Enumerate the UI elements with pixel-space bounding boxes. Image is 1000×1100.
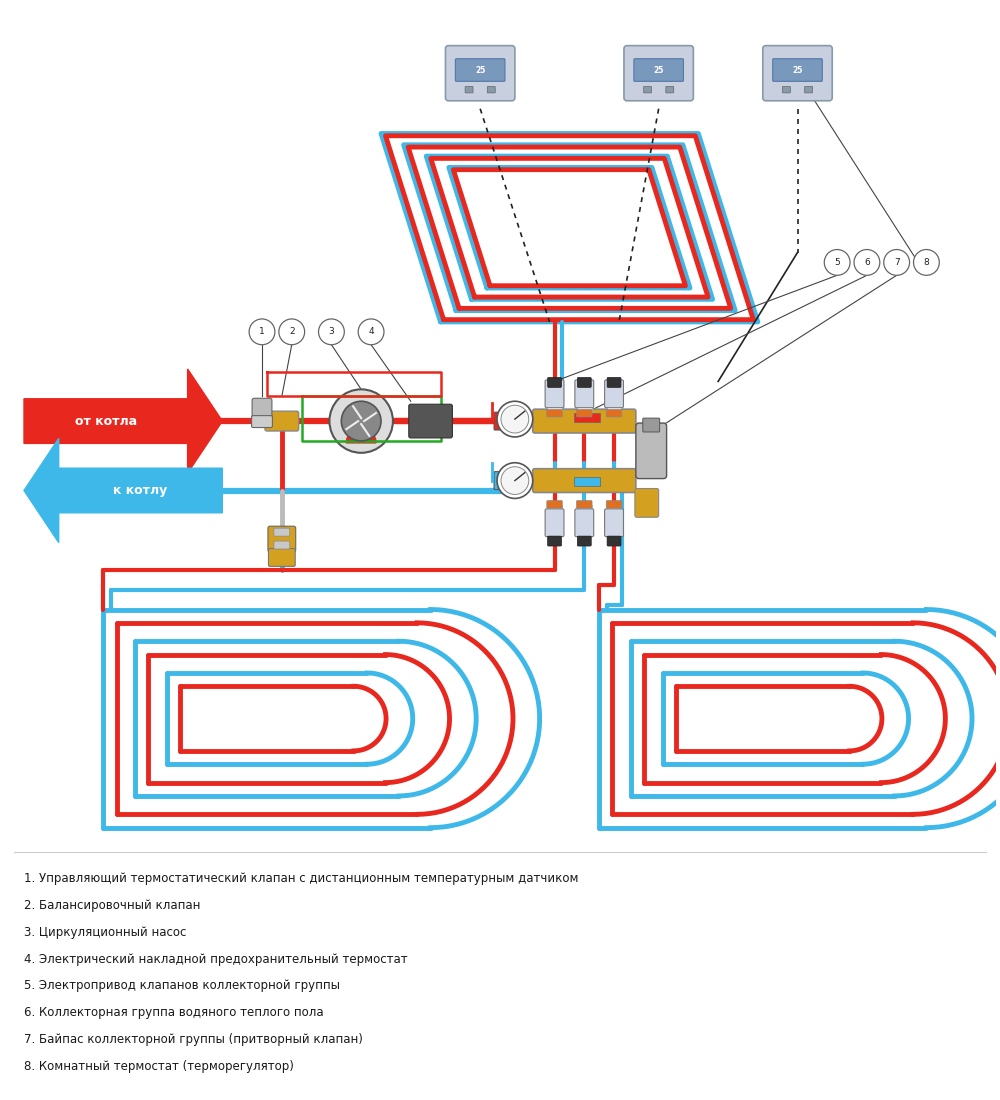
- FancyBboxPatch shape: [607, 536, 621, 546]
- Text: 7: 7: [894, 257, 900, 267]
- Circle shape: [497, 463, 533, 498]
- FancyBboxPatch shape: [252, 416, 272, 428]
- Circle shape: [854, 250, 880, 275]
- FancyBboxPatch shape: [643, 418, 660, 432]
- FancyBboxPatch shape: [624, 45, 693, 101]
- FancyBboxPatch shape: [274, 541, 290, 549]
- FancyBboxPatch shape: [634, 58, 683, 81]
- FancyBboxPatch shape: [533, 409, 636, 433]
- FancyBboxPatch shape: [533, 469, 636, 493]
- FancyBboxPatch shape: [545, 509, 564, 537]
- FancyBboxPatch shape: [607, 377, 621, 387]
- FancyBboxPatch shape: [577, 377, 591, 387]
- FancyBboxPatch shape: [607, 505, 621, 510]
- Text: 6: 6: [864, 257, 870, 267]
- Text: 8: 8: [924, 257, 929, 267]
- Polygon shape: [24, 439, 222, 542]
- Circle shape: [501, 466, 529, 495]
- Text: 4. Электрический накладной предохранительный термостат: 4. Электрический накладной предохранител…: [24, 953, 408, 966]
- Text: 5. Электропривод клапанов коллекторной группы: 5. Электропривод клапанов коллекторной г…: [24, 979, 340, 992]
- FancyBboxPatch shape: [606, 500, 622, 508]
- FancyBboxPatch shape: [644, 87, 652, 92]
- Text: 7. Байпас коллекторной группы (притворный клапан): 7. Байпас коллекторной группы (притворны…: [24, 1033, 363, 1046]
- FancyBboxPatch shape: [635, 488, 659, 517]
- FancyBboxPatch shape: [547, 505, 562, 510]
- Text: 6. Коллекторная группа водяного теплого пола: 6. Коллекторная группа водяного теплого …: [24, 1006, 324, 1020]
- FancyBboxPatch shape: [575, 379, 594, 408]
- FancyBboxPatch shape: [606, 409, 622, 417]
- FancyBboxPatch shape: [763, 45, 832, 101]
- Circle shape: [914, 250, 939, 275]
- Text: 25: 25: [653, 66, 664, 75]
- Circle shape: [329, 389, 393, 453]
- FancyBboxPatch shape: [577, 409, 592, 417]
- Polygon shape: [24, 368, 222, 473]
- FancyBboxPatch shape: [575, 509, 594, 537]
- Text: 4: 4: [368, 328, 374, 337]
- FancyBboxPatch shape: [577, 505, 592, 510]
- Circle shape: [501, 405, 529, 433]
- FancyBboxPatch shape: [268, 526, 296, 552]
- Text: к котлу: к котлу: [113, 484, 168, 497]
- Text: 25: 25: [475, 66, 485, 75]
- FancyBboxPatch shape: [574, 412, 600, 421]
- FancyBboxPatch shape: [545, 379, 564, 408]
- Circle shape: [279, 319, 305, 344]
- Circle shape: [497, 402, 533, 437]
- FancyBboxPatch shape: [487, 87, 495, 92]
- FancyBboxPatch shape: [445, 45, 515, 101]
- FancyBboxPatch shape: [782, 87, 790, 92]
- FancyBboxPatch shape: [577, 406, 592, 411]
- FancyBboxPatch shape: [805, 87, 813, 92]
- FancyBboxPatch shape: [409, 404, 452, 438]
- Circle shape: [341, 402, 381, 441]
- FancyBboxPatch shape: [607, 406, 621, 411]
- FancyBboxPatch shape: [547, 409, 562, 417]
- Circle shape: [884, 250, 910, 275]
- Circle shape: [319, 319, 344, 344]
- FancyBboxPatch shape: [666, 87, 674, 92]
- FancyBboxPatch shape: [465, 87, 473, 92]
- Text: 2: 2: [289, 328, 295, 337]
- FancyBboxPatch shape: [274, 528, 290, 536]
- FancyBboxPatch shape: [548, 377, 561, 387]
- FancyBboxPatch shape: [636, 424, 667, 478]
- FancyBboxPatch shape: [605, 379, 623, 408]
- FancyBboxPatch shape: [548, 536, 561, 546]
- FancyBboxPatch shape: [773, 58, 822, 81]
- FancyBboxPatch shape: [577, 536, 591, 546]
- Text: 25: 25: [792, 66, 803, 75]
- FancyBboxPatch shape: [268, 549, 295, 566]
- Circle shape: [824, 250, 850, 275]
- Text: 1. Управляющий термостатический клапан с дистанционным температурным датчиком: 1. Управляющий термостатический клапан с…: [24, 872, 578, 886]
- FancyBboxPatch shape: [494, 472, 518, 490]
- FancyBboxPatch shape: [494, 412, 518, 430]
- FancyBboxPatch shape: [252, 398, 272, 420]
- FancyBboxPatch shape: [547, 500, 562, 508]
- Text: 3. Циркуляционный насос: 3. Циркуляционный насос: [24, 926, 186, 938]
- Text: 5: 5: [834, 257, 840, 267]
- Text: 2. Балансировочный клапан: 2. Балансировочный клапан: [24, 899, 200, 912]
- Text: 8. Комнатный термостат (терморегулятор): 8. Комнатный термостат (терморегулятор): [24, 1059, 294, 1072]
- Text: 1: 1: [259, 328, 265, 337]
- FancyBboxPatch shape: [265, 411, 299, 431]
- Wedge shape: [346, 428, 376, 443]
- FancyBboxPatch shape: [605, 509, 623, 537]
- Text: от котла: от котла: [75, 415, 137, 428]
- FancyBboxPatch shape: [574, 477, 600, 486]
- Text: 3: 3: [329, 328, 334, 337]
- FancyBboxPatch shape: [547, 406, 562, 411]
- Circle shape: [358, 319, 384, 344]
- FancyBboxPatch shape: [455, 58, 505, 81]
- FancyBboxPatch shape: [577, 500, 592, 508]
- Circle shape: [249, 319, 275, 344]
